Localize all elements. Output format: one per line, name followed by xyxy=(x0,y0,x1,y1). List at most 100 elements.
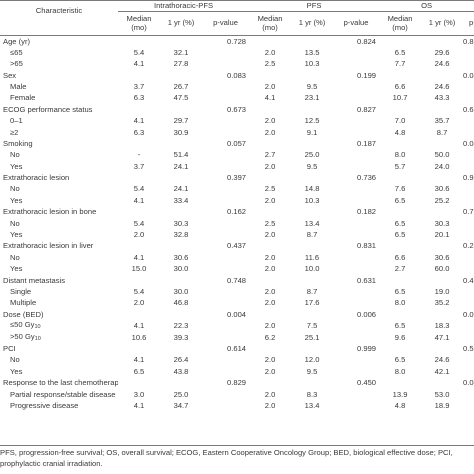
os-pvalue-cell: 0.590 xyxy=(463,343,474,353)
ipfs-one-year-cell: 30.3 xyxy=(173,218,189,228)
ipfs-median-cell: 4.1 xyxy=(133,195,145,205)
ipfs-one-year-cell: 51.4 xyxy=(173,150,189,160)
os-one-year-cell: 18.9 xyxy=(434,400,450,410)
table-section-row: ECOG performance status 0.673 0.827 0.655 xyxy=(0,104,474,115)
ipfs-median-cell: 5.4 xyxy=(133,184,145,194)
table-section-row: Sex 0.083 0.199 0.046 xyxy=(0,70,474,81)
row-label: Male xyxy=(0,81,118,92)
ipfs-median-cell xyxy=(118,138,160,149)
os-one-year-cell xyxy=(421,70,463,81)
table-row: Single 5.4 30.0 2.0 8.7 6.5 19.0 xyxy=(0,286,474,297)
row-label-text: Extrathoracic lesion xyxy=(3,173,70,183)
os-one-year-cell: 43.3 xyxy=(434,93,450,103)
table-row: No 5.4 30.3 2.5 13.4 6.5 30.3 xyxy=(0,218,474,229)
ipfs-one-year-cell: 26.7 xyxy=(173,81,189,91)
row-label-subscript: 10 xyxy=(34,335,41,342)
ipfs-pvalue-cell xyxy=(202,184,249,195)
table-section-row: Extrathoracic lesion in liver 0.437 0.831 0… xyxy=(0,241,474,252)
pfs-median-cell: 2.0 xyxy=(264,321,276,331)
pfs-one-year-cell: 10.3 xyxy=(304,59,320,69)
median-unit: (mo) xyxy=(392,22,408,32)
pfs-one-year-cell xyxy=(291,36,333,47)
pfs-pvalue-cell xyxy=(333,161,379,172)
pfs-pvalue-cell xyxy=(333,58,379,69)
pfs-pvalue-cell: 0.631 xyxy=(357,275,377,285)
pfs-pvalue-cell: 0.736 xyxy=(357,173,377,183)
row-label-text: No xyxy=(10,355,20,365)
pfs-pvalue-cell xyxy=(333,81,379,92)
os-one-year-cell: 24.6 xyxy=(434,355,450,365)
os-median-cell xyxy=(379,275,421,286)
ipfs-pvalue-cell xyxy=(202,161,249,172)
os-one-year-cell xyxy=(421,104,463,115)
ipfs-median-cell: 6.3 xyxy=(133,93,145,103)
os-pvalue-cell xyxy=(463,366,474,377)
table-header: Characteristic Intrathoracic-PFS PFS OS … xyxy=(0,0,474,36)
os-one-year-cell xyxy=(421,377,463,388)
row-label: Sex xyxy=(0,70,118,81)
table-row: Male 3.7 26.7 2.0 9.5 6.6 24.6 xyxy=(0,81,474,92)
header-group-row: Characteristic Intrathoracic-PFS PFS OS xyxy=(0,0,474,36)
ipfs-median-cell xyxy=(118,172,160,183)
pfs-one-year-header: 1 yr (%) xyxy=(291,11,334,36)
ipfs-pvalue-cell: 0.004 xyxy=(227,309,247,319)
row-label: No xyxy=(0,354,118,365)
os-pvalue-cell xyxy=(463,320,474,331)
row-label: No xyxy=(0,149,118,160)
pfs-one-year-cell: 23.1 xyxy=(304,93,320,103)
pfs-median-cell: 2.0 xyxy=(264,400,276,410)
os-pvalue-cell: 0.957 xyxy=(463,173,474,183)
os-one-year-cell: 24.6 xyxy=(434,81,450,91)
os-one-year-cell xyxy=(421,241,463,252)
os-one-year-cell: 24.6 xyxy=(434,59,450,69)
os-pvalue-cell xyxy=(463,229,474,240)
os-median-cell: 8.0 xyxy=(394,298,406,308)
row-label-text: >65 xyxy=(10,59,23,69)
os-pvalue-cell xyxy=(463,92,474,103)
ipfs-one-year-cell: 47.5 xyxy=(173,93,189,103)
row-label-text: Female xyxy=(10,93,36,103)
row-label-text: ≥2 xyxy=(10,127,19,137)
os-one-year-cell xyxy=(421,36,463,47)
pfs-median-cell: 2.0 xyxy=(264,355,276,365)
pfs-median-cell xyxy=(249,309,291,320)
row-label-text: Multiple xyxy=(10,298,37,308)
table-row: Female 6.3 47.5 4.1 23.1 10.7 43.3 xyxy=(0,92,474,103)
row-label: 0–1 xyxy=(0,115,118,126)
ipfs-one-year-cell xyxy=(160,275,202,286)
ipfs-one-year-cell xyxy=(160,138,202,149)
row-label: PCI xyxy=(0,343,118,354)
ipfs-one-year-cell xyxy=(160,36,202,47)
group-header-os: OS xyxy=(379,0,474,12)
row-label-text: Progressive disease xyxy=(10,400,79,410)
row-label-text: Extrathoracic lesion in bone xyxy=(3,207,97,217)
ipfs-median-cell: 4.1 xyxy=(133,116,145,126)
pfs-pvalue-cell xyxy=(333,263,379,274)
os-median-cell: 6.5 xyxy=(394,286,406,296)
os-pvalue-cell: 0.046 xyxy=(463,138,474,148)
ipfs-pvalue-cell xyxy=(202,92,249,103)
table-row: ≤65 5.4 32.1 2.0 13.5 6.5 29.6 xyxy=(0,47,474,58)
os-median-cell: 6.5 xyxy=(394,355,406,365)
survival-table-container: Characteristic Intrathoracic-PFS PFS OS … xyxy=(0,0,474,411)
pfs-pvalue-cell xyxy=(333,354,379,365)
ipfs-one-year-cell: 33.4 xyxy=(173,195,189,205)
pfs-median-cell: 4.1 xyxy=(264,93,276,103)
os-one-year-cell: 29.6 xyxy=(434,47,450,57)
ipfs-one-year-cell xyxy=(160,70,202,81)
os-pvalue-cell xyxy=(463,58,474,69)
pfs-pvalue-cell xyxy=(333,400,379,411)
pfs-median-cell xyxy=(249,70,291,81)
ipfs-median-cell xyxy=(118,377,160,388)
pfs-median-cell: 6.2 xyxy=(264,332,276,342)
pfs-pvalue-cell xyxy=(333,366,379,377)
row-label-text: No xyxy=(10,184,20,194)
table-row: No - 51.4 2.7 25.0 8.0 50.0 xyxy=(0,149,474,160)
ipfs-pvalue-cell xyxy=(202,115,249,126)
os-median-cell xyxy=(379,172,421,183)
pfs-median-cell: 2.5 xyxy=(264,59,276,69)
ipfs-pvalue-cell xyxy=(202,58,249,69)
pfs-pvalue-cell xyxy=(333,297,379,308)
row-label: No xyxy=(0,218,118,229)
pfs-one-year-cell xyxy=(291,206,333,217)
